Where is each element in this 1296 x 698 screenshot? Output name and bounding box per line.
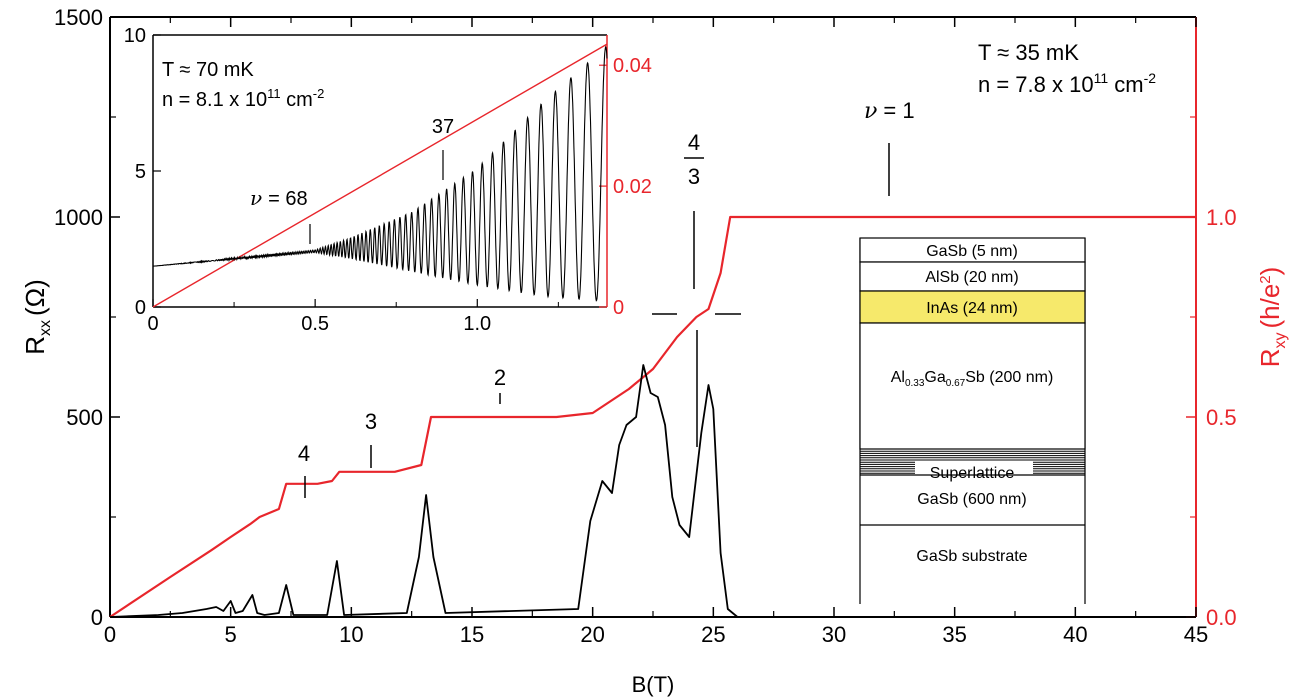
x-tick-label: 0 (104, 622, 116, 647)
rxy-curve (109, 215, 1196, 618)
x-tick-label: 45 (1184, 622, 1208, 647)
layer-inas (859, 290, 1086, 324)
layer-algasb-label: Al0.33Ga0.67Sb (200 nm) (891, 369, 1054, 389)
inset-y2-tick-label: 0.04 (613, 55, 652, 77)
y2-axis-label: Rxy(h/e2) (1255, 267, 1289, 368)
y-tick-label: 500 (66, 405, 103, 430)
y2-tick-label: 1.0 (1206, 205, 1237, 230)
inset-x-tick-label: 0 (147, 313, 158, 335)
main-series (109, 215, 1196, 618)
x-tick-label: 20 (580, 622, 604, 647)
inset-x-tick-label: 1.0 (463, 313, 491, 335)
inset-y-tick-label: 0 (135, 297, 146, 319)
inset-y-tick-label: 5 (135, 161, 146, 183)
layer-stack: GaSb (5 nm) AlSb (20 nm) InAs (24 nm) Al… (859, 237, 1086, 604)
layer-gasb-buffer-label: GaSb (600 nm) (917, 491, 1026, 508)
filling-factor-1-label: ν = 1 (864, 98, 915, 124)
y-tick-label: 0 (91, 605, 103, 630)
inset-rxx-curve (153, 45, 608, 302)
x-tick-label: 10 (339, 622, 363, 647)
layer-inas-label: InAs (24 nm) (926, 300, 1018, 317)
inset-plot: 0 0.5 1.0 0 5 10 0 0.02 0.04 T ≈ 70 mK n = 8.1 x… (124, 25, 652, 335)
x-axis-label: B(T) (632, 672, 675, 697)
inset-rxy-curve (152, 43, 608, 308)
main-density-label: n = 7.8 x 1011 cm-2 (978, 70, 1156, 97)
inset-y2-tick-label: 0 (613, 297, 624, 319)
layer-superlattice-label: Superlattice (930, 465, 1015, 482)
main-temperature-label: T ≈ 35 mK (978, 40, 1079, 65)
y-tick-label: 1500 (54, 5, 103, 30)
inset-y2-tick-label: 0.02 (613, 176, 652, 198)
x-tick-label: 5 (225, 622, 237, 647)
x-tick-label: 40 (1063, 622, 1087, 647)
layer-substrate-label: GaSb substrate (916, 548, 1027, 565)
inset-series (152, 43, 608, 308)
superlattice-label-box (915, 461, 1033, 483)
rxx-curve (109, 364, 1196, 618)
layer-gasb-cap-label: GaSb (5 nm) (926, 243, 1018, 260)
inset-temperature-label: T ≈ 70 mK (162, 59, 254, 81)
layer-algasb (859, 322, 1086, 450)
y-axis-label: Rxx(Ω) (20, 279, 54, 355)
layer-alsb-label: AlSb (20 nm) (925, 269, 1018, 286)
filling-factor-3-label: 3 (365, 409, 377, 434)
x-tick-label: 25 (701, 622, 725, 647)
inset-density-label: n = 8.1 x 1011 cm-2 (162, 86, 324, 111)
inset-filling-68-label: ν = 68 (250, 186, 308, 210)
inset-background (153, 35, 607, 307)
x-tick-label: 30 (822, 622, 846, 647)
x-tick-label: 15 (460, 622, 484, 647)
x-tick-label: 35 (942, 622, 966, 647)
y2-tick-label: 0.0 (1206, 605, 1237, 630)
inset-axes: 0 0.5 1.0 0 5 10 0 0.02 0.04 (124, 25, 652, 335)
inset-y-tick-label: 10 (124, 25, 146, 47)
y-tick-label: 1000 (54, 205, 103, 230)
fraction-numerator: 4 (688, 130, 700, 155)
inset-filling-37-label: 37 (432, 116, 454, 138)
fraction-denominator: 3 (688, 164, 700, 189)
y2-tick-label: 0.5 (1206, 405, 1237, 430)
filling-factor-4-label: 4 (298, 441, 310, 466)
inset-x-tick-label: 0.5 (301, 313, 329, 335)
filling-factor-2-label: 2 (494, 365, 506, 390)
svg-text:Rxy(h/e2): Rxy(h/e2) (1255, 267, 1289, 368)
svg-text:Rxx(Ω): Rxx(Ω) (20, 279, 54, 355)
